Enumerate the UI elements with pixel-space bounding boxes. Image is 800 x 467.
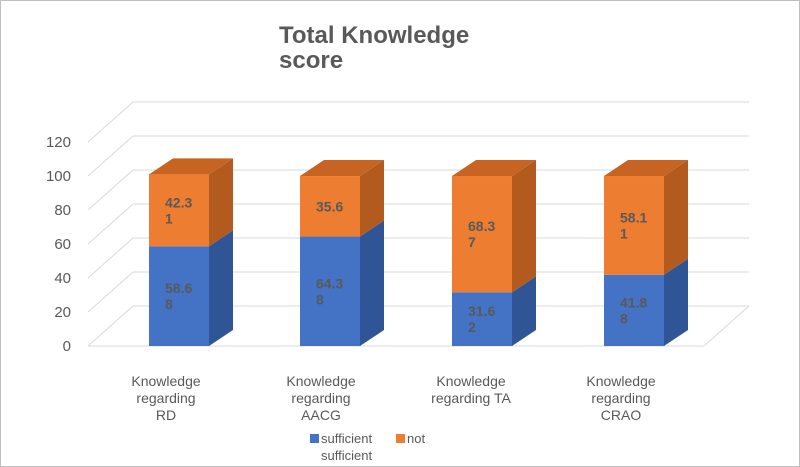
data-label-sufficient: 64.3 8	[316, 275, 343, 307]
data-labels: 58.6 842.3 164.3 835.631.6 268.3 741.8 858.1 1	[165, 194, 647, 335]
bar-not-sufficient	[149, 158, 233, 247]
gridline-diag	[87, 135, 134, 177]
bar-sufficient	[300, 220, 384, 346]
bar-not-sufficient	[452, 160, 536, 293]
legend-label-sufficient: sufficient	[321, 431, 372, 446]
gridline-diag	[87, 101, 134, 143]
data-label-sufficient: 58.6 8	[165, 280, 192, 312]
bar-not-sufficient-side	[512, 160, 536, 293]
bar-sufficient	[452, 276, 536, 346]
gridline-diag	[87, 203, 134, 245]
x-category-label-line: regarding TA	[431, 390, 511, 406]
x-category-label-line: Knowledge	[131, 373, 200, 389]
y-tick-label: 60	[54, 236, 71, 253]
gridline-diag	[87, 237, 134, 279]
y-tick-label: 100	[46, 168, 71, 185]
data-label-not-sufficient: 35.6	[316, 198, 343, 214]
legend-label-not: not	[407, 431, 425, 446]
data-label-not-sufficient-line: 35.6	[316, 198, 343, 214]
data-label-sufficient-line: 31.6	[468, 303, 495, 319]
data-label-sufficient-line: 8	[165, 296, 173, 312]
bar-not-sufficient-side	[209, 158, 233, 247]
bar-not-sufficient	[300, 160, 384, 237]
bar-not-sufficient-side	[664, 160, 688, 275]
data-label-not-sufficient: 68.3 7	[468, 218, 495, 250]
chart-title-line-1: Total Knowledge	[279, 22, 469, 49]
x-category-label-line: Knowledge	[436, 373, 505, 389]
data-label-sufficient-line: 41.8	[620, 294, 647, 310]
data-label-not-sufficient-line: 1	[165, 210, 173, 226]
floor-side-edge	[703, 305, 750, 347]
x-category-label: Knowledge regarding AACG	[286, 373, 355, 423]
x-category-label-line: RD	[156, 407, 176, 423]
bar-not-sufficient-front	[149, 174, 209, 247]
data-label-not-sufficient: 42.3 1	[165, 194, 192, 226]
bars	[149, 158, 688, 346]
bar-sufficient-front	[604, 274, 664, 346]
data-label-sufficient-line: 64.3	[316, 275, 343, 291]
bar-sufficient-front	[452, 292, 512, 346]
bar-sufficient	[149, 230, 233, 346]
gridline-diag	[87, 305, 134, 347]
data-label-not-sufficient: 58.1 1	[620, 209, 647, 241]
data-label-not-sufficient-line: 58.1	[620, 209, 647, 225]
x-category-label-line: CRAO	[601, 407, 642, 423]
data-label-not-sufficient-line: 1	[620, 225, 628, 241]
x-category-label: Knowledge regarding TA	[431, 373, 511, 406]
data-label-sufficient-line: 8	[620, 310, 628, 326]
legend-swatch-sufficient	[310, 434, 319, 443]
data-label-sufficient-line: 8	[316, 291, 324, 307]
data-label-not-sufficient-line: 68.3	[468, 218, 495, 234]
bar-not-sufficient-front	[604, 176, 664, 275]
legend-label-sufficient-wrap: sufficient	[321, 448, 372, 463]
bar-sufficient	[604, 258, 688, 346]
x-category-label: Knowledge regarding CRAO	[586, 373, 655, 423]
bar-sufficient-front	[149, 246, 209, 346]
data-label-not-sufficient-line: 7	[468, 234, 476, 250]
chart-title-line-2: score	[279, 47, 343, 74]
x-category-label: Knowledge regarding RD	[131, 373, 200, 423]
gridline-diag	[87, 169, 134, 211]
bar-not-sufficient	[604, 160, 688, 275]
y-tick-label: 40	[54, 270, 71, 287]
bar-not-sufficient-top	[452, 160, 536, 177]
x-category-label-line: regarding	[591, 390, 650, 406]
bar-not-sufficient-front	[452, 176, 512, 293]
y-tick-label: 20	[54, 304, 71, 321]
x-category-label-line: regarding	[136, 390, 195, 406]
data-label-sufficient: 31.6 2	[468, 303, 495, 335]
data-label-sufficient: 41.8 8	[620, 294, 647, 326]
y-tick-label: 120	[46, 134, 71, 151]
legend: sufficient not sufficient	[310, 431, 425, 463]
data-label-not-sufficient-line: 42.3	[165, 194, 192, 210]
chart-title: Total Knowledge score	[279, 22, 476, 74]
x-category-label-line: Knowledge	[586, 373, 655, 389]
bar-not-sufficient-front	[300, 176, 360, 237]
bar-not-sufficient-side	[360, 160, 384, 237]
bar-sufficient-side	[512, 276, 536, 346]
y-tick-label: 0	[63, 338, 71, 355]
data-label-sufficient-line: 58.6	[165, 280, 192, 296]
bar-sufficient-side	[664, 258, 688, 346]
y-tick-label: 80	[54, 202, 71, 219]
bar-not-sufficient-top	[604, 160, 688, 177]
bar-not-sufficient-top	[300, 160, 384, 177]
y-axis-ticks: 0 20 40 60 80 100 120	[46, 134, 71, 355]
legend-swatch-not-sufficient	[396, 434, 405, 443]
bar-sufficient-side	[209, 230, 233, 346]
bar-sufficient-side	[360, 220, 384, 346]
x-category-label-line: AACG	[301, 407, 341, 423]
gridline-diag	[87, 271, 134, 313]
x-category-label-line: Knowledge	[286, 373, 355, 389]
bar-not-sufficient-top	[149, 158, 233, 175]
data-label-sufficient-line: 2	[468, 319, 476, 335]
x-category-label-line: regarding	[291, 390, 350, 406]
bar-sufficient-front	[300, 236, 360, 346]
